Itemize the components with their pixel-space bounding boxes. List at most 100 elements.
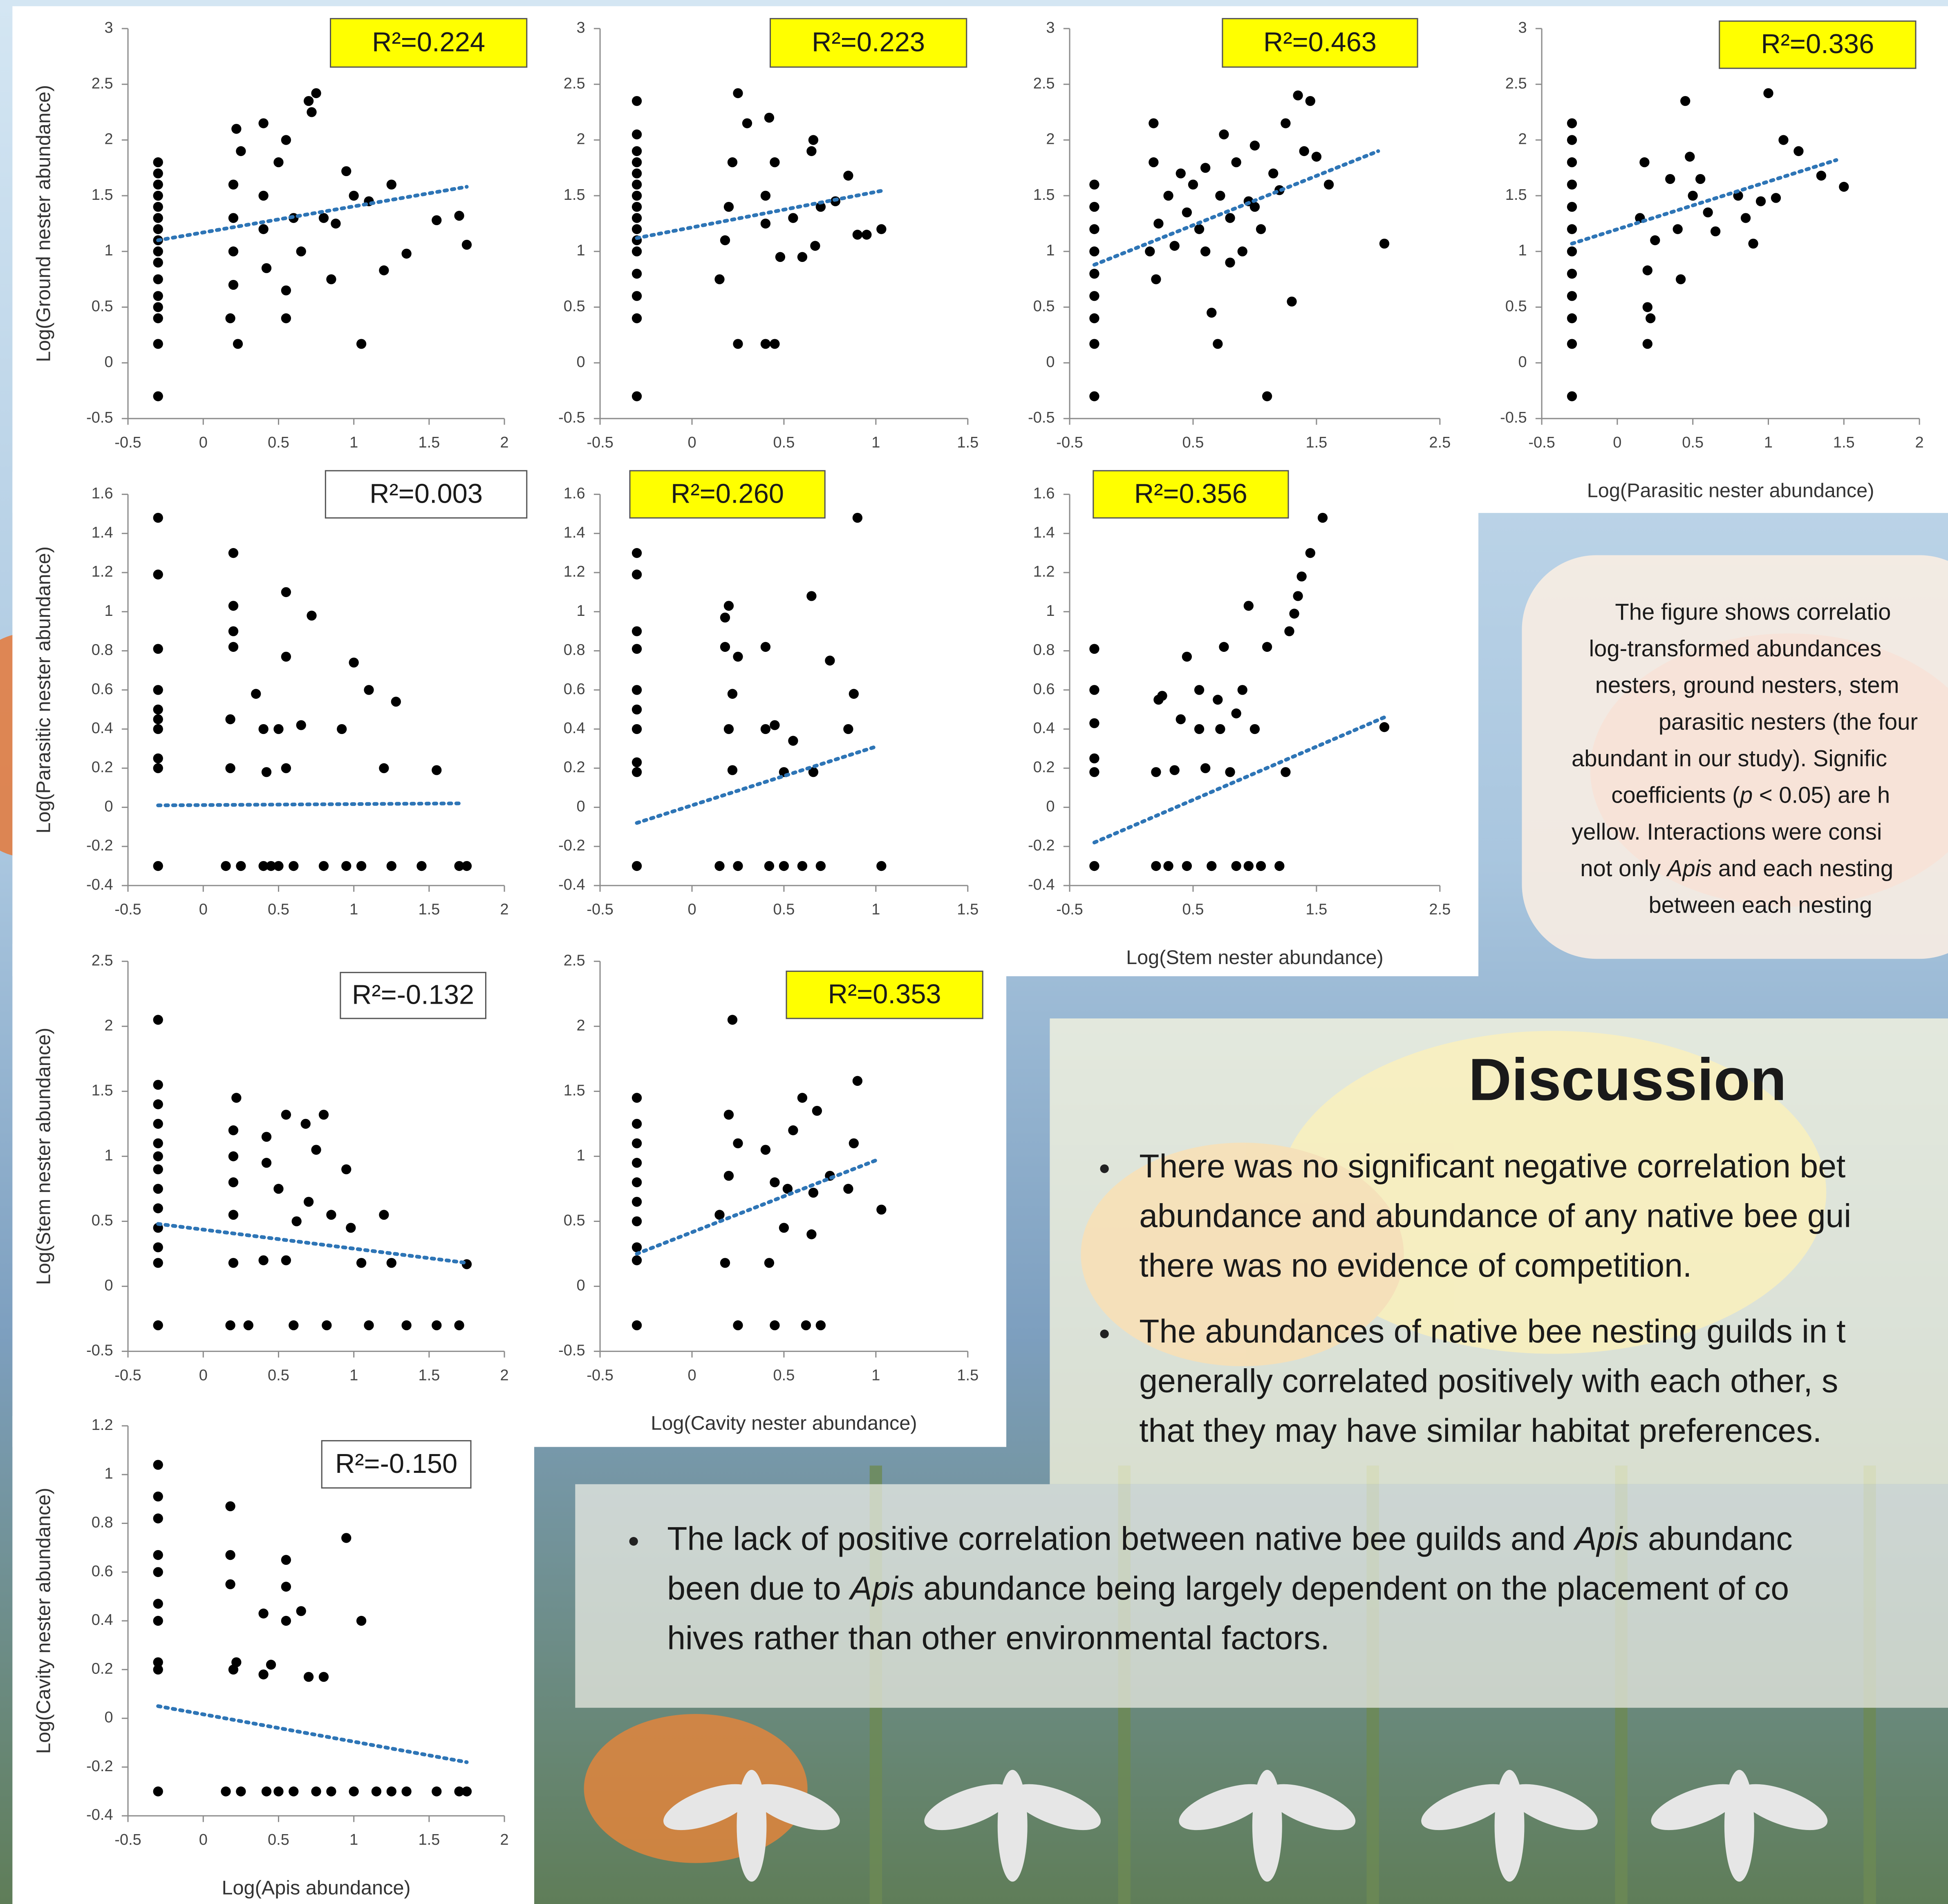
point bbox=[233, 339, 243, 349]
point bbox=[341, 1533, 352, 1543]
point bbox=[1243, 861, 1254, 871]
point bbox=[723, 1170, 734, 1181]
point bbox=[228, 642, 239, 652]
point bbox=[1237, 246, 1247, 257]
panel bbox=[12, 472, 1479, 976]
point bbox=[153, 302, 163, 312]
point bbox=[1287, 296, 1297, 307]
point bbox=[631, 767, 642, 777]
point bbox=[1089, 767, 1099, 777]
y-tick-label: 1 bbox=[104, 602, 113, 620]
y-tick-label: 3 bbox=[1046, 19, 1055, 36]
y-tick-label: 1 bbox=[576, 1147, 585, 1164]
point bbox=[631, 129, 642, 140]
point bbox=[307, 107, 317, 117]
conclusion-line-part: been due to bbox=[667, 1570, 850, 1607]
y-tick-label: 1.5 bbox=[1505, 186, 1527, 204]
point bbox=[1268, 168, 1279, 179]
point bbox=[153, 213, 163, 223]
y-tick-label: -0.5 bbox=[1028, 409, 1055, 426]
point bbox=[1567, 391, 1577, 401]
x-tick-label: 2 bbox=[1915, 434, 1924, 451]
point bbox=[1243, 601, 1254, 611]
point bbox=[318, 861, 329, 871]
point bbox=[1740, 213, 1751, 223]
point bbox=[733, 1138, 743, 1148]
point bbox=[631, 626, 642, 636]
point bbox=[1262, 642, 1272, 652]
trend-line bbox=[635, 1157, 882, 1256]
y-tick-label: 0 bbox=[576, 798, 585, 815]
point bbox=[258, 861, 269, 871]
panel bbox=[12, 6, 1948, 513]
y-tick-label: 1.4 bbox=[92, 524, 113, 541]
point bbox=[231, 1093, 242, 1103]
point bbox=[808, 767, 819, 777]
trend-line bbox=[635, 188, 887, 240]
point bbox=[1089, 685, 1099, 695]
point bbox=[760, 190, 771, 201]
point bbox=[1231, 157, 1241, 168]
point bbox=[806, 146, 817, 156]
point bbox=[228, 1258, 239, 1268]
point bbox=[153, 157, 163, 168]
point bbox=[733, 88, 743, 98]
point bbox=[631, 1255, 642, 1266]
point bbox=[1169, 765, 1180, 775]
point bbox=[153, 1242, 163, 1253]
x-tick-label: 0 bbox=[199, 901, 208, 918]
x-axis-label: Log(Apis abundance) bbox=[222, 1877, 410, 1899]
point bbox=[1176, 714, 1186, 725]
x-tick-label: 0 bbox=[199, 1367, 208, 1384]
point bbox=[1169, 241, 1180, 251]
y-tick-label: 0.5 bbox=[564, 1212, 585, 1229]
point bbox=[1567, 313, 1577, 323]
point bbox=[797, 861, 808, 871]
point bbox=[1151, 274, 1161, 284]
point bbox=[454, 210, 464, 221]
point bbox=[341, 861, 352, 871]
caption-line: not only Apis and each nesting bbox=[1580, 855, 1893, 881]
annotation: R²=0.223 bbox=[812, 27, 925, 58]
annotation: R²=-0.150 bbox=[335, 1448, 457, 1479]
y-tick-label: 0.8 bbox=[1033, 642, 1055, 659]
y-tick-label: 0 bbox=[104, 1709, 113, 1726]
caption-line: parasitic nesters (the four bbox=[1659, 709, 1918, 734]
point bbox=[153, 224, 163, 234]
x-tick-label: 1.5 bbox=[418, 1831, 440, 1848]
y-tick-label: 2.5 bbox=[92, 75, 113, 92]
point bbox=[631, 201, 642, 212]
point bbox=[849, 1138, 859, 1148]
point bbox=[228, 1125, 239, 1135]
point bbox=[153, 1099, 163, 1110]
point bbox=[631, 246, 642, 257]
point bbox=[273, 724, 284, 734]
point bbox=[416, 861, 427, 871]
x-tick-label: 1 bbox=[349, 1831, 358, 1848]
point bbox=[1642, 339, 1652, 349]
point bbox=[281, 587, 291, 597]
point bbox=[1151, 861, 1161, 871]
x-tick-label: 1 bbox=[871, 901, 880, 918]
point bbox=[311, 88, 321, 98]
point bbox=[788, 213, 798, 223]
conclusion-line-part: The lack of positive correlation between… bbox=[667, 1521, 1575, 1557]
point bbox=[1685, 152, 1695, 162]
point bbox=[1194, 724, 1205, 734]
y-axis-label: Log(Stem nester abundance) bbox=[32, 1028, 54, 1285]
point bbox=[760, 642, 771, 652]
point bbox=[153, 274, 163, 284]
point bbox=[153, 644, 163, 654]
point bbox=[1293, 90, 1303, 101]
annotation: R²=0.003 bbox=[369, 478, 483, 509]
point bbox=[258, 224, 269, 234]
point bbox=[153, 512, 163, 523]
point bbox=[733, 861, 743, 871]
point bbox=[782, 1184, 793, 1194]
point bbox=[311, 1786, 321, 1797]
conclusion-line: hives rather than other environmental fa… bbox=[667, 1620, 1330, 1657]
point bbox=[631, 757, 642, 767]
point bbox=[723, 201, 734, 212]
point bbox=[153, 1015, 163, 1025]
y-tick-label: 1.2 bbox=[92, 1416, 113, 1434]
